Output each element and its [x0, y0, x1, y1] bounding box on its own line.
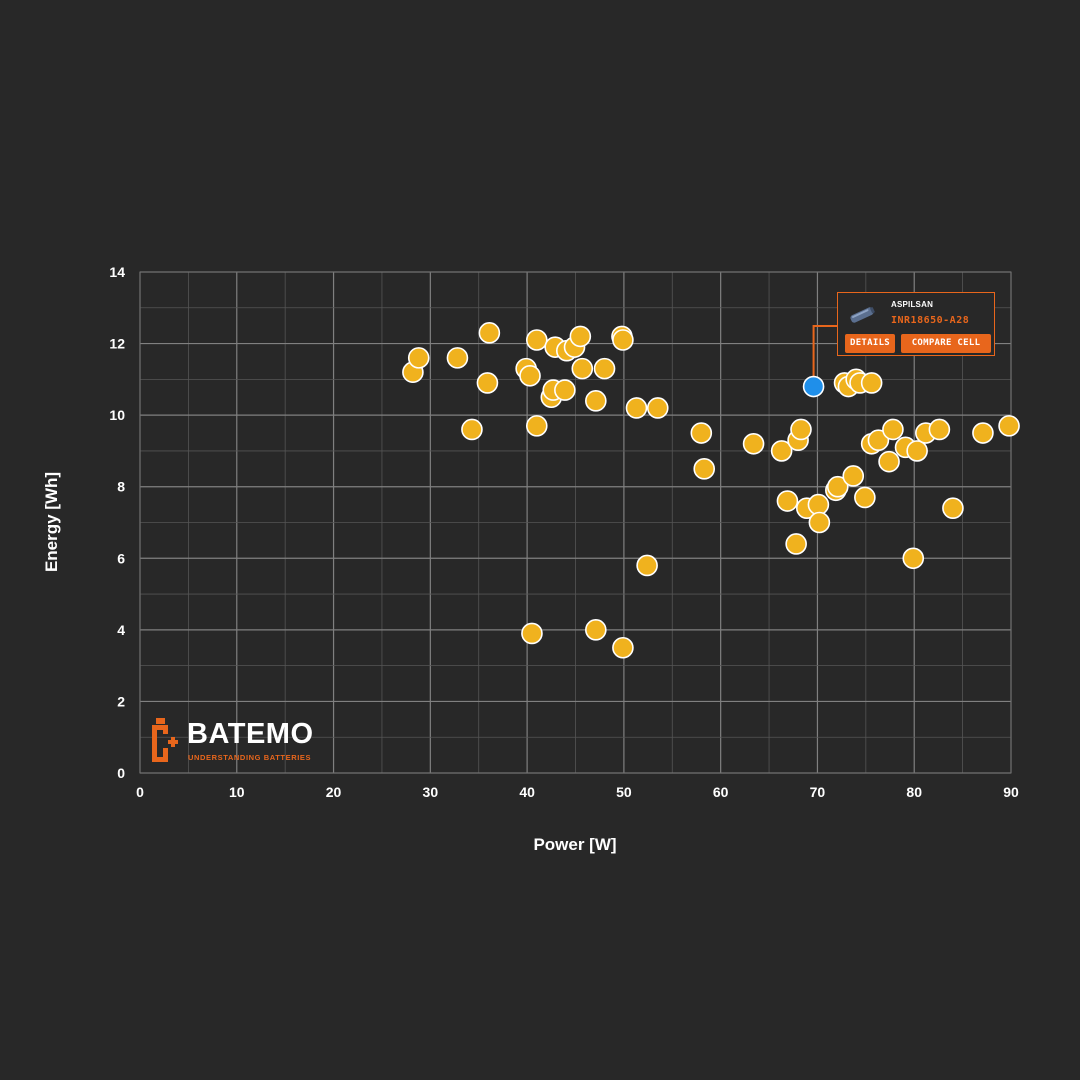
- x-tick-label: 30: [423, 784, 439, 800]
- logo-wordmark: BATEMO: [187, 718, 314, 750]
- data-point[interactable]: [790, 418, 812, 441]
- plot-frame: [139, 271, 1012, 774]
- data-point[interactable]: [785, 533, 807, 555]
- tooltip-brand: ASPILSAN: [891, 300, 934, 309]
- data-point[interactable]: [854, 486, 876, 509]
- x-tick-label: 80: [906, 784, 922, 800]
- tooltip-connector: [812, 325, 838, 377]
- data-point[interactable]: [478, 322, 501, 344]
- tick-labels: 0 10 20 30 40 50 60 70 80 90 0 2 4 6 8 10 12 14: [109, 264, 1019, 800]
- data-point[interactable]: [906, 440, 928, 462]
- cell-tooltip: ASPILSAN INR18650-A28 DETAILS COMPARE CE…: [837, 292, 995, 356]
- x-tick-label: 90: [1003, 784, 1019, 800]
- data-point[interactable]: [860, 372, 883, 394]
- data-point[interactable]: [476, 372, 499, 394]
- data-point[interactable]: [521, 622, 543, 645]
- data-point[interactable]: [693, 458, 716, 480]
- tooltip-model: INR18650-A28: [891, 315, 970, 326]
- data-point[interactable]: [826, 475, 849, 498]
- data-point[interactable]: [612, 636, 634, 659]
- data-point[interactable]: [742, 432, 765, 455]
- data-point[interactable]: [942, 497, 964, 519]
- data-point[interactable]: [972, 422, 994, 444]
- data-point[interactable]: [808, 511, 831, 534]
- data-point[interactable]: [776, 490, 799, 512]
- y-tick-label: 14: [109, 264, 125, 280]
- logo-tagline: UNDERSTANDING BATTERIES: [188, 753, 312, 762]
- y-axis-title: Energy [Wh]: [42, 472, 61, 572]
- data-point[interactable]: [585, 390, 607, 412]
- y-tick-label: 8: [117, 479, 125, 495]
- data-point[interactable]: [593, 357, 616, 380]
- data-point[interactable]: [585, 619, 607, 641]
- data-point[interactable]: [878, 450, 900, 473]
- batemo-logo-icon: [152, 718, 178, 762]
- data-point[interactable]: [525, 415, 548, 437]
- x-tick-label: 40: [519, 784, 535, 800]
- batemo-logo: BATEMO UNDERSTANDING BATTERIES: [150, 716, 330, 766]
- data-points: [402, 322, 1020, 659]
- data-point[interactable]: [519, 364, 541, 387]
- data-point[interactable]: [407, 347, 430, 369]
- data-point[interactable]: [461, 418, 483, 441]
- data-point[interactable]: [554, 379, 576, 401]
- data-point[interactable]: [807, 493, 830, 516]
- data-point[interactable]: [525, 329, 548, 351]
- x-tick-label: 70: [810, 784, 826, 800]
- x-tick-label: 60: [713, 784, 729, 800]
- y-tick-label: 4: [117, 622, 125, 638]
- data-point[interactable]: [446, 347, 469, 369]
- data-point[interactable]: [571, 357, 594, 380]
- data-point[interactable]: [998, 415, 1020, 437]
- data-point[interactable]: [636, 554, 658, 577]
- x-tick-label: 50: [616, 784, 632, 800]
- data-point[interactable]: [928, 418, 951, 441]
- y-tick-label: 6: [117, 550, 125, 566]
- data-point[interactable]: [646, 397, 669, 419]
- x-tick-label: 0: [136, 784, 144, 800]
- data-point[interactable]: [770, 440, 793, 462]
- data-point[interactable]: [842, 465, 865, 487]
- x-tick-label: 20: [326, 784, 342, 800]
- x-tick-label: 10: [229, 784, 245, 800]
- highlighted-point[interactable]: [802, 375, 825, 398]
- data-point[interactable]: [625, 397, 648, 419]
- y-tick-label: 0: [117, 765, 125, 781]
- details-button[interactable]: DETAILS: [845, 334, 895, 353]
- battery-cell-icon: [850, 307, 875, 323]
- y-tick-label: 2: [117, 693, 125, 709]
- x-axis-title: Power [W]: [533, 835, 616, 854]
- compare-cell-button[interactable]: COMPARE CELL: [901, 334, 991, 353]
- y-tick-label: 12: [109, 336, 125, 352]
- data-point[interactable]: [867, 429, 890, 451]
- y-tick-label: 10: [109, 407, 125, 423]
- data-point[interactable]: [612, 329, 634, 351]
- data-point[interactable]: [902, 547, 925, 570]
- data-point[interactable]: [882, 418, 904, 441]
- data-point[interactable]: [690, 422, 713, 444]
- data-point[interactable]: [569, 325, 592, 348]
